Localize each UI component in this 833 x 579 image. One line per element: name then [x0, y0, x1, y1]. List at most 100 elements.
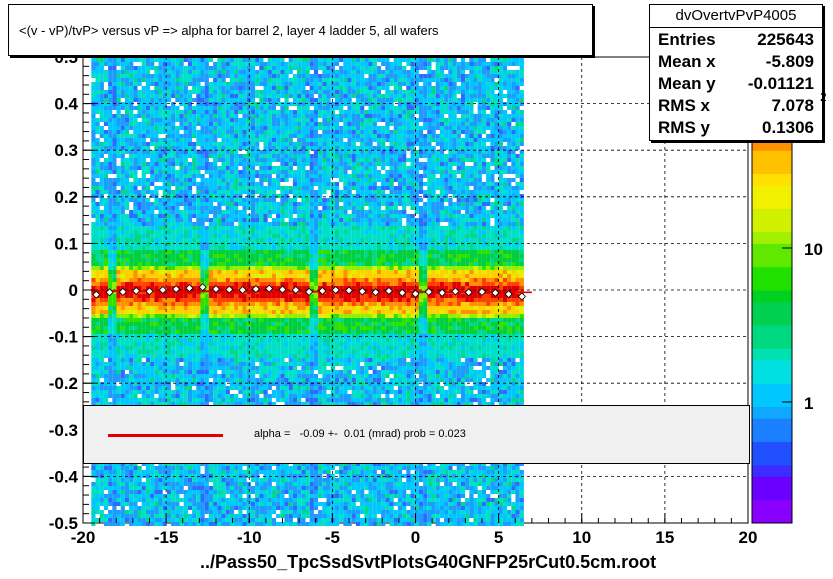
heatmap-cell: [242, 398, 247, 402]
heatmap-cell: [171, 110, 176, 114]
heatmap-cell: [263, 178, 268, 182]
heatmap-cell: [225, 162, 230, 166]
heatmap-cell: [196, 90, 201, 94]
heatmap-cell: [221, 342, 226, 346]
heatmap-cell: [145, 486, 151, 490]
heatmap-cell: [255, 138, 260, 142]
heatmap-cell: [225, 154, 230, 158]
heatmap-cell: [171, 350, 176, 354]
heatmap-cell: [200, 350, 205, 354]
heatmap-cell: [158, 234, 163, 238]
heatmap-cell: [225, 514, 230, 518]
heatmap-cell: [112, 270, 117, 274]
heatmap-cell: [137, 138, 142, 142]
heatmap-cell: [162, 310, 167, 314]
heatmap-cell: [179, 398, 184, 402]
heatmap-cell: [259, 346, 264, 350]
heatmap-cell: [116, 326, 121, 330]
heatmap-cell: [246, 226, 251, 230]
heatmap-cell: [255, 518, 260, 522]
heatmap-cell: [154, 282, 159, 286]
heatmap-cell: [91, 390, 96, 394]
heatmap-cell: [271, 246, 277, 250]
heatmap-cell: [183, 106, 188, 110]
heatmap-cell: [234, 394, 239, 398]
heatmap-cell: [242, 226, 247, 230]
heatmap-cell: [166, 334, 172, 338]
heatmap-cell: [145, 318, 151, 322]
heatmap-cell: [221, 82, 226, 86]
heatmap-cell: [129, 66, 134, 70]
heatmap-cell: [238, 510, 243, 514]
heatmap-cell: [158, 486, 163, 490]
heatmap-cell: [221, 234, 226, 238]
heatmap-cell: [183, 134, 188, 138]
heatmap-cell: [141, 182, 146, 186]
heatmap-cell: [158, 238, 163, 242]
heatmap-cell: [154, 518, 159, 522]
heatmap-cell: [267, 302, 272, 306]
heatmap-cell: [166, 366, 172, 370]
heatmap-cell: [141, 302, 146, 306]
heatmap-cell: [200, 334, 205, 338]
heatmap-cell: [162, 382, 167, 386]
heatmap-cell: [124, 314, 130, 318]
heatmap-cell: [171, 478, 176, 482]
heatmap-cell: [242, 230, 247, 234]
heatmap-cell: [116, 358, 121, 362]
heatmap-cell: [250, 310, 256, 314]
heatmap-cell: [150, 358, 155, 362]
heatmap-cell: [192, 490, 197, 494]
heatmap-cell: [208, 142, 214, 146]
heatmap-cell: [108, 334, 113, 338]
heatmap-cell: [217, 94, 222, 98]
heatmap-cell: [267, 190, 272, 194]
heatmap-cell: [133, 502, 138, 506]
heatmap-cell: [116, 478, 121, 482]
heatmap-cell: [171, 238, 176, 242]
heatmap-cell: [271, 130, 277, 134]
heatmap-cell: [120, 274, 125, 278]
heatmap-cell: [116, 318, 121, 322]
heatmap-cell: [187, 490, 193, 494]
heatmap-cell: [154, 278, 159, 282]
heatmap-cell: [175, 330, 180, 334]
heatmap-cell: [179, 198, 184, 202]
heatmap-cell: [133, 214, 138, 218]
heatmap-cell: [108, 190, 113, 194]
heatmap-cell: [183, 70, 188, 74]
heatmap-cell: [204, 282, 209, 286]
heatmap-cell: [108, 138, 113, 142]
heatmap-cell: [213, 142, 218, 146]
heatmap-cell: [217, 522, 222, 526]
heatmap-cell: [129, 338, 134, 342]
heatmap-cell: [238, 466, 243, 470]
heatmap-cell: [108, 166, 113, 170]
heatmap-cell: [162, 306, 167, 310]
heatmap-cell: [133, 354, 138, 358]
heatmap-cell: [213, 478, 218, 482]
heatmap-cell: [108, 298, 113, 302]
heatmap-cell: [162, 358, 167, 362]
heatmap-cell: [141, 362, 146, 366]
heatmap-cell: [213, 334, 218, 338]
heatmap-cell: [250, 402, 256, 406]
heatmap-cell: [171, 174, 176, 178]
heatmap-cell: [120, 74, 125, 78]
heatmap-cell: [250, 70, 256, 74]
heatmap-cell: [192, 514, 197, 518]
heatmap-cell: [225, 142, 230, 146]
heatmap-cell: [129, 154, 134, 158]
heatmap-cell: [246, 322, 251, 326]
heatmap-cell: [234, 146, 239, 150]
heatmap-cell: [137, 326, 142, 330]
heatmap-cell: [234, 162, 239, 166]
heatmap-cell: [120, 370, 125, 374]
heatmap-cell: [192, 222, 197, 226]
heatmap-cell: [187, 350, 193, 354]
heatmap-cell: [183, 150, 188, 154]
heatmap-cell: [112, 198, 117, 202]
heatmap-cell: [267, 486, 272, 490]
heatmap-cell: [255, 478, 260, 482]
heatmap-cell: [108, 274, 113, 278]
